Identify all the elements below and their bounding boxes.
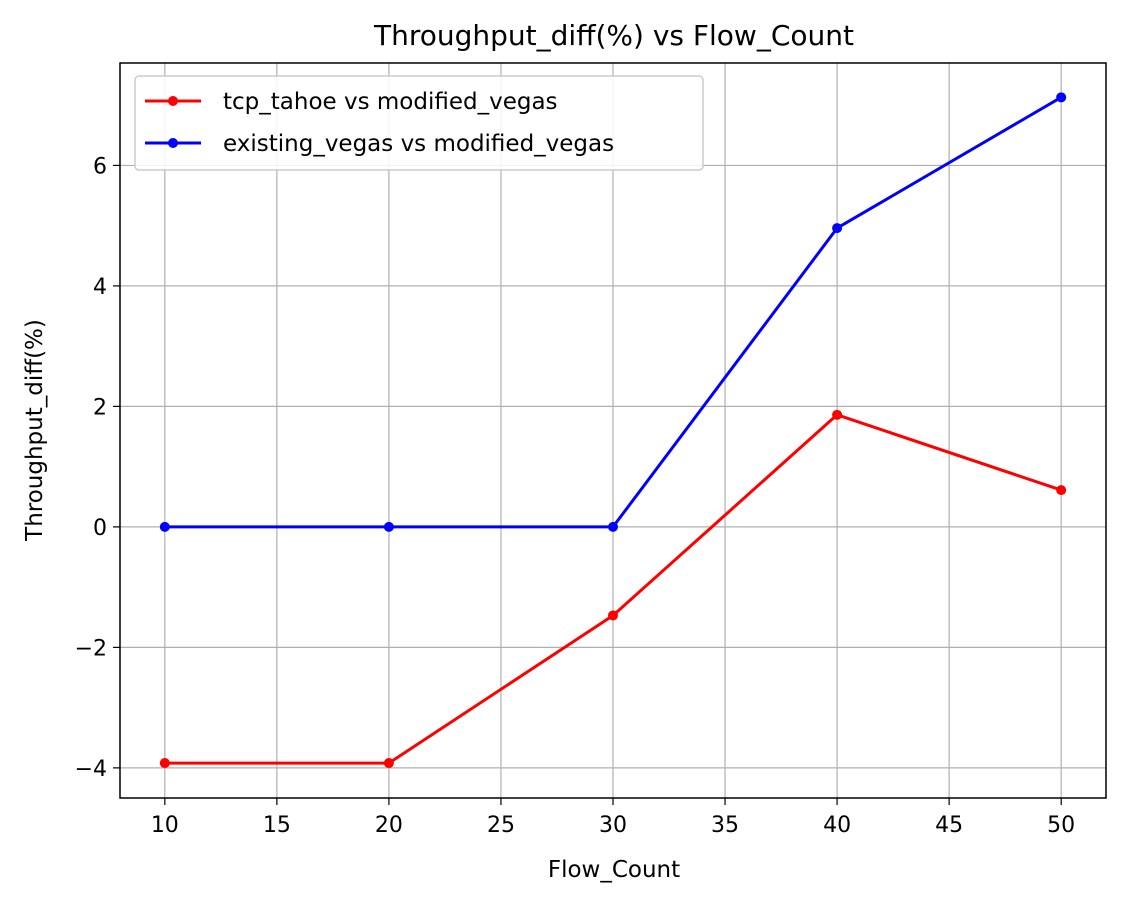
x-tick-label: 20 [375, 813, 403, 838]
data-point [608, 610, 618, 621]
data-point [383, 521, 394, 532]
y-tick-label: 2 [93, 395, 107, 420]
data-point [159, 521, 170, 532]
y-tick-label: 6 [93, 154, 107, 179]
data-point [832, 223, 843, 234]
grid-lines [120, 63, 1106, 798]
legend-marker [168, 96, 178, 106]
y-tick-label: 0 [93, 516, 107, 541]
y-tick-label: 4 [93, 275, 107, 300]
data-point [383, 758, 394, 769]
legend-box [134, 75, 704, 171]
x-tick-label: 30 [599, 813, 627, 838]
legend-marker [168, 138, 178, 148]
legend-label: existing_vegas vs modified_vegas [223, 131, 614, 157]
series-group [159, 92, 1067, 769]
x-tick-label: 45 [935, 813, 963, 838]
x-tick-label: 35 [711, 813, 739, 838]
y-tick-label: −4 [75, 757, 107, 782]
x-tick-label: 25 [487, 813, 515, 838]
y-axis-label: Throughput_diff(%) [22, 319, 48, 542]
x-tick-label: 15 [263, 813, 291, 838]
legend-label: tcp_tahoe vs modified_vegas [223, 89, 558, 115]
x-tick-label: 50 [1047, 813, 1075, 838]
data-point [159, 758, 170, 769]
chart-title: Throughput_diff(%) vs Flow_Count [373, 19, 854, 52]
axis-ticks: 10 15 20 25 30 35 40 45 50 −4 −2 0 2 4 6 [75, 154, 1076, 838]
data-point [1056, 92, 1067, 103]
data-point [1056, 485, 1067, 496]
x-tick-label: 40 [823, 813, 851, 838]
x-axis-label: Flow_Count [548, 857, 680, 883]
legend: tcp_tahoe vs modified_vegas existing_vega… [134, 75, 704, 171]
data-point [832, 409, 843, 420]
data-point [608, 521, 618, 532]
x-tick-label: 10 [151, 813, 179, 838]
y-tick-label: −2 [75, 636, 107, 661]
